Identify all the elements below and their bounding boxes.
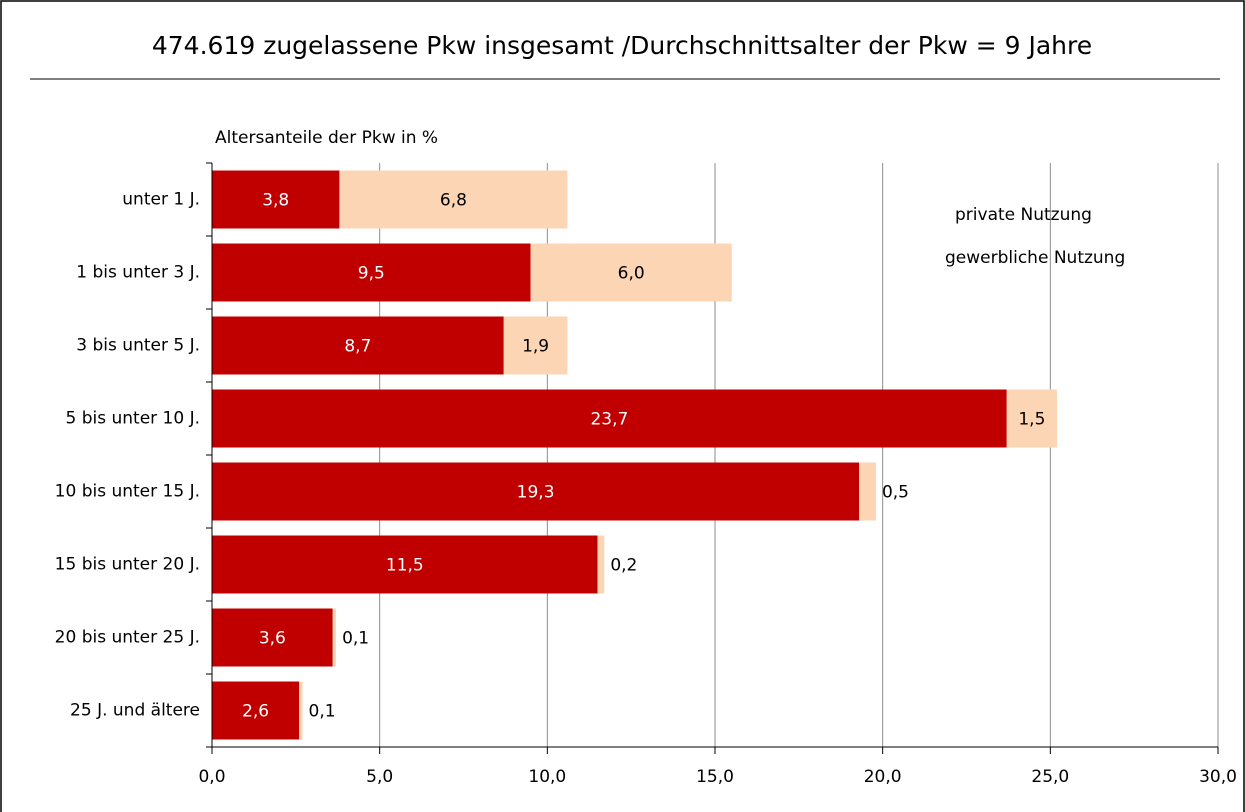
bar-segment bbox=[212, 170, 340, 229]
bar-segment bbox=[212, 243, 531, 302]
value-label: 6,8 bbox=[440, 191, 467, 211]
x-tick-label: 5,0 bbox=[366, 767, 393, 787]
legend-entry: gewerbliche Nutzung bbox=[945, 248, 1125, 268]
x-tick-label: 20,0 bbox=[864, 767, 902, 787]
value-label: 8,7 bbox=[344, 337, 371, 357]
bar-segment bbox=[1006, 389, 1058, 448]
y-tick-label: 5 bis unter 10 J. bbox=[65, 409, 200, 429]
bar-segment bbox=[212, 535, 598, 594]
bar-segment bbox=[332, 608, 337, 667]
value-label: 19,3 bbox=[517, 483, 555, 503]
value-label: 23,7 bbox=[590, 410, 628, 430]
chart-title: 474.619 zugelassene Pkw insgesamt /Durch… bbox=[152, 31, 1092, 60]
value-label: 0,1 bbox=[309, 702, 336, 722]
subtitle: Altersanteile der Pkw in % bbox=[215, 128, 438, 148]
value-label: 3,8 bbox=[262, 191, 289, 211]
value-label: 9,5 bbox=[358, 264, 385, 284]
bar-segment bbox=[212, 462, 860, 521]
y-tick-label: 3 bis unter 5 J. bbox=[76, 336, 200, 356]
value-label: 6,0 bbox=[618, 264, 645, 284]
value-label: 11,5 bbox=[386, 556, 424, 576]
value-label: 2,6 bbox=[242, 702, 269, 722]
bar-segment bbox=[212, 389, 1007, 448]
x-tick-label: 30,0 bbox=[1199, 767, 1237, 787]
bar-segment bbox=[530, 243, 732, 302]
bar-segment bbox=[299, 681, 303, 740]
y-tick-label: 15 bis unter 20 J. bbox=[55, 555, 200, 575]
bar-segment bbox=[212, 608, 333, 667]
y-tick-label: 20 bis unter 25 J. bbox=[55, 628, 200, 648]
legend-entry: private Nutzung bbox=[955, 205, 1092, 225]
bar-segment bbox=[212, 681, 300, 740]
value-label: 1,9 bbox=[522, 337, 549, 357]
bar-segment bbox=[597, 535, 605, 594]
value-label: 0,1 bbox=[342, 629, 369, 649]
y-tick-label: 1 bis unter 3 J. bbox=[76, 263, 200, 283]
y-tick-label: unter 1 J. bbox=[122, 190, 200, 210]
x-tick-label: 15,0 bbox=[696, 767, 734, 787]
value-label: 0,5 bbox=[882, 483, 909, 503]
x-tick-label: 10,0 bbox=[528, 767, 566, 787]
bar-segment bbox=[503, 316, 568, 375]
value-label: 3,6 bbox=[259, 629, 286, 649]
bar-segment bbox=[212, 316, 504, 375]
x-tick-label: 25,0 bbox=[1031, 767, 1069, 787]
bar-segment bbox=[339, 170, 568, 229]
x-tick-label: 0,0 bbox=[198, 767, 225, 787]
value-label: 1,5 bbox=[1018, 410, 1045, 430]
y-tick-label: 25 J. und ältere bbox=[70, 701, 200, 721]
bar-segment bbox=[859, 462, 876, 521]
y-tick-label: 10 bis unter 15 J. bbox=[55, 482, 200, 502]
value-label: 0,2 bbox=[610, 556, 637, 576]
